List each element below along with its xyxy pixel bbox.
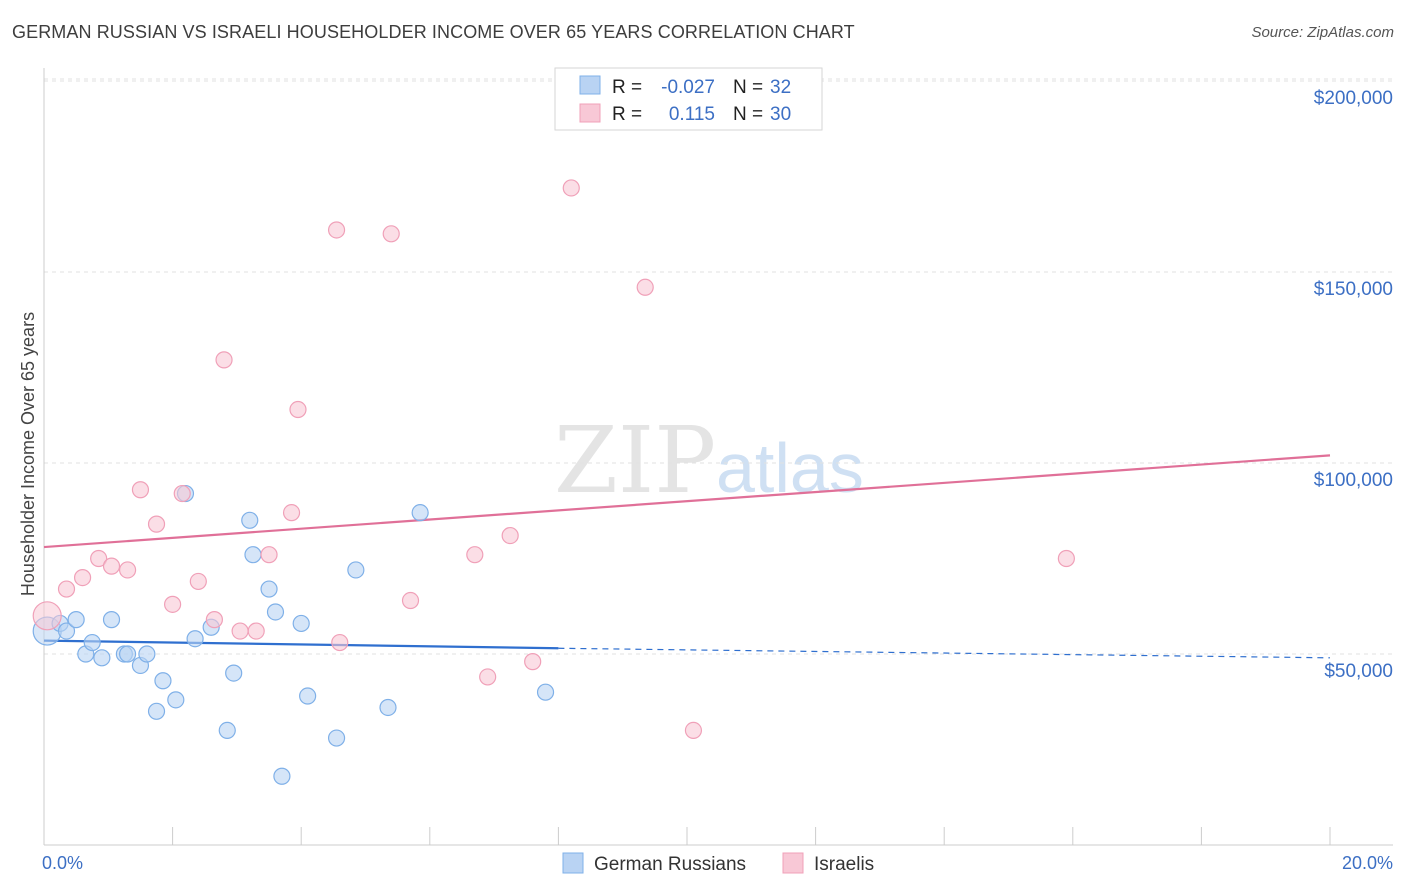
german-russians-point <box>241 511 259 529</box>
stats-swatch-german-russians <box>579 75 601 95</box>
israelis-point <box>289 400 307 419</box>
israelis-point <box>684 721 703 740</box>
german-russians-point <box>266 603 285 621</box>
israelis-point <box>32 601 62 631</box>
german-russians-point <box>260 580 278 598</box>
trend-line-1 <box>43 454 1331 549</box>
legend-label-israelis: Israelis <box>814 854 874 875</box>
stats-r-value-german-russians: -0.027 <box>661 77 715 98</box>
y-tick-label-100000: $100,000 <box>1314 470 1393 491</box>
israelis-point <box>118 561 137 579</box>
y-tick-label-150000: $150,000 <box>1314 279 1393 300</box>
gridlines <box>44 78 1393 655</box>
stats-n-value-israelis: 30 <box>770 104 791 125</box>
trend-line-0 <box>43 639 559 650</box>
israelis-point <box>57 580 76 598</box>
israelis-point <box>382 225 400 243</box>
axes <box>43 68 1393 846</box>
stats-swatch-israelis <box>579 103 601 123</box>
german-russians-point <box>118 645 137 663</box>
israelis-point <box>327 221 346 239</box>
x-tick-label-max: 20.0% <box>1342 853 1393 873</box>
german-russians-point <box>292 614 310 633</box>
israelis-point <box>401 591 420 610</box>
trend-lines <box>43 454 1331 659</box>
german-russians-point <box>347 561 365 579</box>
german-russians-point <box>147 702 166 720</box>
x-tick-label-min: 0.0% <box>42 853 83 873</box>
series-legend: German Russians Israelis <box>562 852 874 875</box>
german-russians-point <box>83 633 101 652</box>
trend-line-dashed-0 <box>558 647 1331 659</box>
israelis-point <box>173 484 191 503</box>
stats-legend: R = -0.027 N = 32 R = 0.115 N = 30 <box>554 67 823 131</box>
israelis-point <box>189 572 207 591</box>
german-russians-point <box>225 664 243 682</box>
german-russians-point <box>167 691 185 709</box>
legend-swatch-german-russians <box>562 852 584 874</box>
israelis-point <box>501 526 519 545</box>
israelis-point <box>231 622 249 640</box>
german-russians-point <box>299 687 317 705</box>
german-russians-point <box>67 611 85 629</box>
german-russians-point <box>536 683 555 701</box>
german-russians-point <box>244 546 262 564</box>
israelis-point <box>215 351 233 369</box>
israelis-point <box>636 278 654 296</box>
legend-label-german-russians: German Russians <box>594 854 746 875</box>
watermark-zip: ZIP <box>554 407 716 514</box>
stats-n-label-1: N = <box>733 77 763 98</box>
israelis-point <box>102 557 121 575</box>
israelis-point <box>524 653 542 671</box>
israelis-point <box>479 668 497 686</box>
german-russians-point <box>102 611 121 629</box>
stats-r-value-israelis: 0.115 <box>669 104 715 125</box>
israelis-point <box>466 546 484 564</box>
german-russians-point <box>379 698 397 717</box>
israelis-point <box>164 595 182 613</box>
israelis-point <box>131 481 150 499</box>
watermark: ZIP atlas <box>554 407 864 514</box>
israelis-point <box>90 549 108 568</box>
german-russians-point <box>57 622 76 640</box>
german-russians-point <box>411 504 429 522</box>
german-russians-point <box>154 672 172 690</box>
german-russians-point <box>218 721 236 740</box>
y-tick-label-200000: $200,000 <box>1314 88 1393 109</box>
stats-n-value-german-russians: 32 <box>770 77 791 98</box>
stats-n-label-2: N = <box>733 104 763 125</box>
israelis-point <box>562 179 580 197</box>
german-russians-point <box>273 767 291 785</box>
y-axis-label: Householder Income Over 65 years <box>18 312 38 596</box>
israelis-point <box>73 568 92 587</box>
israelis-point <box>1057 549 1075 568</box>
israelis-point <box>260 546 278 564</box>
data-points <box>32 179 1075 785</box>
german-russians-point <box>186 630 204 648</box>
german-russians-point <box>327 729 346 747</box>
israelis-point <box>331 633 349 652</box>
legend-swatch-israelis <box>782 852 804 874</box>
watermark-atlas: atlas <box>716 429 864 507</box>
stats-r-label-1: R = <box>612 77 642 98</box>
german-russians-point <box>138 645 156 663</box>
israelis-point <box>147 515 166 533</box>
israelis-point <box>247 622 265 640</box>
chart-source: Source: ZipAtlas.com <box>1251 24 1394 41</box>
stats-r-label-2: R = <box>612 104 642 125</box>
israelis-point <box>205 611 223 629</box>
y-tick-label-50000: $50,000 <box>1324 661 1393 682</box>
german-russians-point <box>93 649 111 667</box>
israelis-point <box>282 504 301 522</box>
chart-title: GERMAN RUSSIAN VS ISRAELI HOUSEHOLDER IN… <box>12 22 855 42</box>
